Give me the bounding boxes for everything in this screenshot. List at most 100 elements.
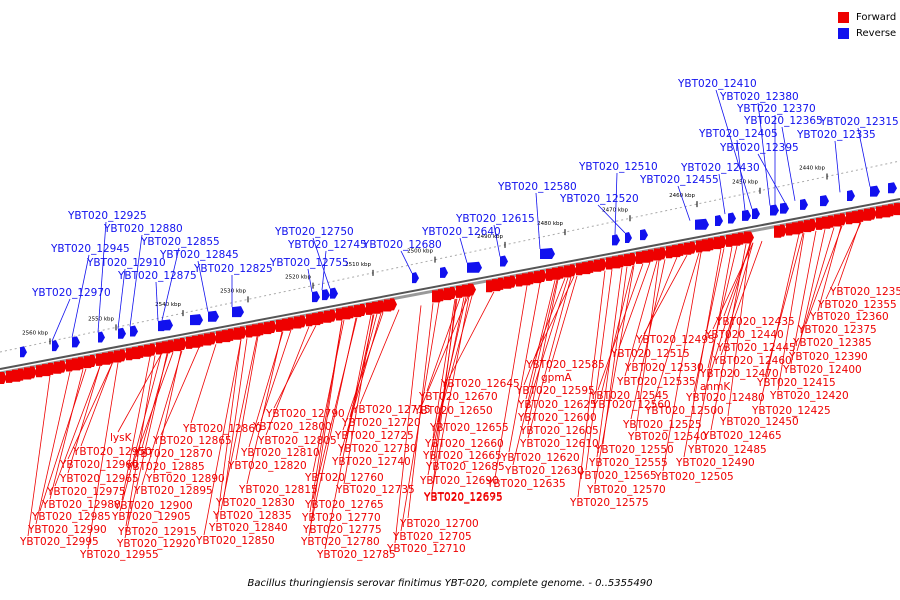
legend-reverse: Reverse [838, 25, 896, 41]
reverse-gene-label: YBT020_12925 [67, 210, 147, 222]
reverse-gene [728, 212, 736, 224]
forward-gene [450, 287, 457, 299]
reverse-callout [155, 281, 159, 322]
forward-gene-label: YBT020_12555 [588, 457, 668, 469]
forward-gene [60, 360, 67, 373]
forward-gene-label: YBT020_12805 [257, 435, 337, 447]
scale-tick-label: 2480 kbp [537, 221, 563, 227]
forward-gene-label: YBT020_12785 [316, 549, 396, 561]
forward-gene-label: YBT020_12985 [31, 511, 111, 523]
forward-callout [594, 265, 635, 485]
forward-gene-label: YBT020_12710 [386, 543, 466, 555]
forward-gene-label: YBT020_12450 [719, 416, 799, 428]
forward-gene [330, 309, 337, 322]
forward-swatch [838, 11, 849, 23]
reverse-gene [330, 287, 338, 299]
forward-callout [312, 319, 345, 473]
reverse-gene [118, 327, 126, 339]
forward-gene-label: YBT020_12655 [429, 422, 509, 434]
reverse-gene [130, 325, 138, 337]
forward-callout [825, 222, 862, 300]
forward-gene-label: YBT020_12550 [594, 444, 674, 456]
reverse-gene [312, 291, 320, 303]
reverse-gene-label: YBT020_12580 [497, 181, 577, 193]
forward-callout [710, 244, 747, 431]
forward-callout [67, 363, 113, 460]
forward-gene-label: YBT020_12820 [227, 460, 307, 472]
reverse-gene [742, 209, 751, 221]
forward-callout [512, 279, 558, 466]
forward-callout [407, 303, 434, 519]
reverse-gene-label: YBT020_12380 [719, 91, 799, 103]
reverse-gene-labels: YBT020_12410YBT020_12380YBT020_12370YBT0… [31, 78, 899, 299]
reverse-gene [770, 204, 779, 216]
forward-gene [690, 241, 697, 254]
forward-callout [662, 252, 702, 472]
forward-gene-label: YBT020_12400 [782, 364, 862, 376]
reverse-gene-label: YBT020_12755 [269, 257, 349, 269]
reverse-callout [117, 268, 126, 329]
forward-gene-label: YBT020_12670 [418, 391, 498, 403]
reverse-callout [757, 102, 771, 206]
forward-gene-label: YBT020_12540 [627, 431, 707, 443]
forward-gene [510, 275, 517, 288]
forward-callout [431, 298, 457, 493]
forward-gene-label: YBT020_12490 [675, 457, 755, 469]
legend-forward: Forward [838, 9, 896, 25]
forward-gene [210, 332, 217, 345]
forward-gene [600, 258, 607, 271]
forward-callout [695, 246, 733, 445]
forward-callout [577, 270, 606, 498]
reverse-gene [500, 255, 508, 267]
genome-caption: Bacillus thuringiensis serovar finitimus… [247, 578, 653, 589]
forward-gene-label: YBT020_12775 [302, 524, 382, 536]
forward-gene [180, 338, 187, 350]
forward-gene [840, 213, 847, 226]
reverse-gene-label: YBT020_12750 [274, 226, 354, 238]
forward-callout [790, 230, 817, 365]
reverse-callout [312, 237, 331, 289]
forward-gene-label: YBT020_12995 [19, 536, 99, 548]
forward-callout [273, 325, 317, 409]
scale-tick-label: 2490 kbp [477, 234, 503, 240]
forward-gene [150, 343, 157, 356]
reverse-gene-label: YBT020_12910 [86, 257, 166, 269]
reverse-gene [612, 234, 620, 246]
forward-gene-label: YBT020_12675 [423, 492, 503, 504]
forward-gene [300, 315, 307, 328]
forward-gene [90, 355, 97, 367]
forward-gene-label: YBT020_12760 [304, 472, 384, 484]
reverse-gene-label: YBT020_12370 [736, 103, 816, 115]
forward-gene-label: YBT020_12460 [712, 355, 792, 367]
reverse-gene-label: YBT020_12615 [455, 213, 535, 225]
forward-gene-label: YBT020_12515 [610, 348, 690, 360]
reverse-gene [467, 261, 482, 273]
forward-gene-label: YBT020_12570 [586, 484, 666, 496]
scale-tick-label: 2550 kbp [88, 316, 114, 322]
forward-callout [49, 369, 84, 500]
forward-gene-label: YBT020_12560 [591, 399, 671, 411]
reverse-gene-label: YBT020_12395 [719, 142, 799, 154]
forward-callout [527, 279, 559, 426]
reverse-gene-label: YBT020_12335 [796, 129, 876, 141]
forward-gene [540, 270, 547, 282]
forward-gene-label: YBT020_12355 [817, 299, 897, 311]
reverse-callout [161, 247, 180, 321]
forward-callout [235, 336, 259, 461]
scale-ticks: 2440 kbp 2450 kbp 2460 kbp 2470 kbp 2480 kbp… [22, 165, 828, 345]
forward-callout [693, 248, 725, 393]
forward-gene-label: YBT020_12800 [252, 421, 332, 433]
forward-gene [360, 304, 367, 316]
forward-callout [494, 285, 528, 479]
reverse-gene [440, 266, 448, 278]
forward-gene-label: YBT020_12810 [240, 447, 320, 459]
forward-gene-label: YBT020_12975 [46, 486, 126, 498]
forward-gene-label: YBT020_12905 [111, 511, 191, 523]
forward-callout [223, 338, 248, 498]
forward-gene-label: YBT020_12420 [769, 390, 849, 402]
reverse-gene [695, 218, 709, 230]
reverse-gene [232, 306, 244, 318]
forward-callout [27, 375, 51, 537]
reverse-gene [412, 272, 419, 284]
